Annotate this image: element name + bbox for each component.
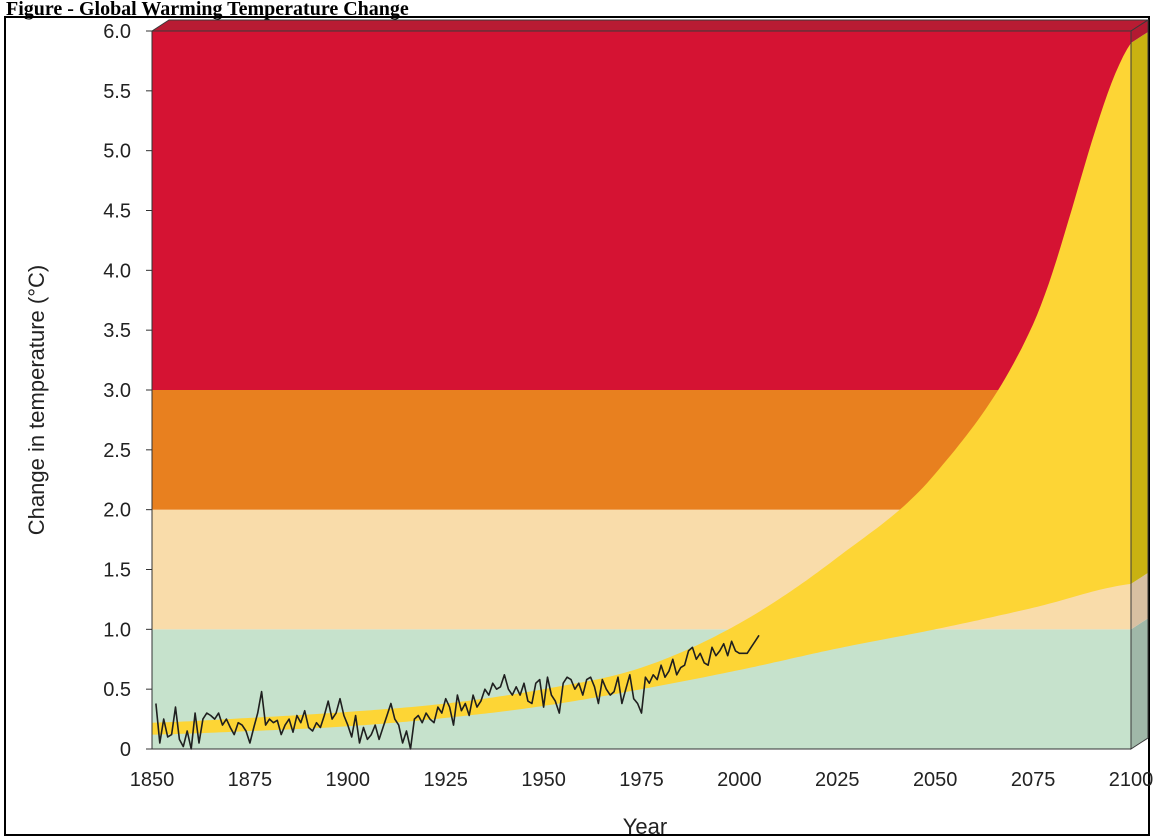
- y-tick-label: 4.5: [103, 201, 131, 223]
- observed-temperature-line: [155, 634, 760, 750]
- x-tick-label: 1975: [619, 769, 664, 791]
- figure-frame: [4, 16, 1150, 836]
- figure-title: Figure - Global Warming Temperature Chan…: [6, 0, 409, 20]
- depth-right-outline: [1130, 19, 1149, 750]
- y-tick-label: 2.0: [103, 500, 131, 522]
- x-tick-label: 1925: [423, 769, 468, 791]
- y-tick-label: 3.0: [103, 380, 131, 402]
- y-axis: 0 0.5 1.0 1.5 2.0 2.5 3.0 3.5 4.0 4.5 5.0 5.5 6.0: [103, 21, 153, 761]
- y-tick-label: 3.5: [103, 320, 131, 342]
- x-tick-label: 2025: [815, 769, 860, 791]
- y-tick-label: 5.5: [103, 81, 131, 103]
- band-3: [152, 31, 1131, 390]
- y-tick-label: 0: [120, 739, 131, 761]
- y-tick-label: 2.5: [103, 440, 131, 462]
- depth-face-group: [150, 19, 1150, 750]
- x-tick-label: 1900: [326, 769, 371, 791]
- projection-band-group: [152, 43, 1131, 735]
- x-axis: 1850 1875 1900 1925 1950 1975 2000 2025 2050 2075…: [130, 748, 1154, 791]
- temperature-bands: [152, 31, 1131, 749]
- depth-top-face: [150, 19, 1150, 32]
- x-tick-label: 2100: [1109, 769, 1154, 791]
- x-tick-label: 2050: [913, 769, 958, 791]
- projection-band: [152, 43, 1131, 735]
- x-tick-label: 1950: [521, 769, 566, 791]
- x-axis-title: Year: [623, 814, 667, 839]
- depth-right-yellow: [1131, 31, 1148, 584]
- x-tick-label: 1850: [130, 769, 175, 791]
- x-tick-label: 2000: [717, 769, 762, 791]
- x-tick-label: 2075: [1011, 769, 1056, 791]
- y-tick-label: 1.5: [103, 560, 131, 582]
- depth-right-red: [1131, 20, 1148, 43]
- observed-series-group: [155, 634, 760, 750]
- y-axis-title: Change in temperature (°C): [24, 265, 49, 535]
- y-tick-label: 1.0: [103, 619, 131, 641]
- y-tick-label: 4.0: [103, 260, 131, 282]
- x-tick-label: 1875: [228, 769, 273, 791]
- y-tick-label: 0.5: [103, 679, 131, 701]
- depth-right-tan: [1131, 572, 1148, 630]
- y-tick-label: 6.0: [103, 21, 131, 43]
- y-tick-label: 5.0: [103, 141, 131, 163]
- depth-right-green: [1131, 618, 1148, 749]
